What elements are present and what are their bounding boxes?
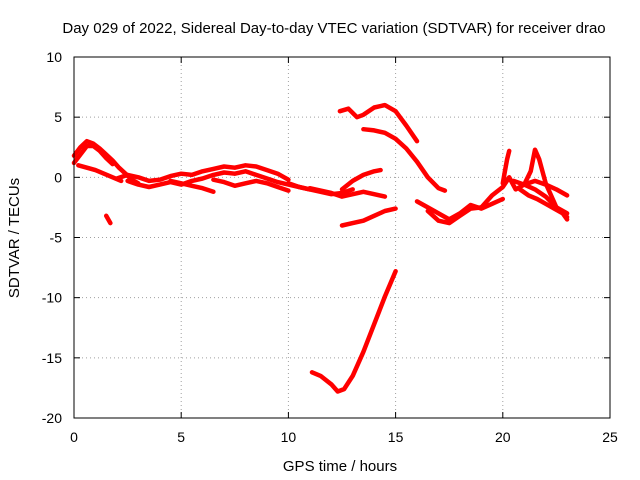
x-tick-label: 20 bbox=[495, 429, 511, 445]
series-arc-15 bbox=[309, 268, 398, 394]
series-arc-5 bbox=[114, 163, 291, 184]
y-tick-label: 0 bbox=[54, 169, 62, 185]
grid bbox=[74, 57, 610, 418]
x-tick-label: 5 bbox=[177, 429, 185, 445]
series-arc-14 bbox=[339, 206, 398, 228]
y-tick-label: 10 bbox=[46, 49, 62, 65]
x-tick-label: 25 bbox=[602, 429, 618, 445]
chart-title: Day 029 of 2022, Sidereal Day-to-day VTE… bbox=[62, 20, 605, 37]
series-arc-11 bbox=[339, 167, 383, 192]
y-tick-label: -15 bbox=[42, 350, 62, 366]
axes: 0 5 10 15 20 25 -20 -15 -10 -5 0 5 10 bbox=[42, 49, 618, 445]
x-tick-label: 10 bbox=[281, 429, 297, 445]
x-axis-title: GPS time / hours bbox=[283, 458, 397, 475]
series-arc-6 bbox=[125, 169, 313, 192]
series-arc-4 bbox=[103, 213, 113, 226]
series-layer bbox=[71, 102, 570, 394]
series-arc-3 bbox=[76, 163, 124, 184]
series-arc-13 bbox=[361, 126, 448, 193]
series-arc-17 bbox=[425, 205, 484, 226]
x-tick-label: 15 bbox=[388, 429, 404, 445]
series-arc-10 bbox=[307, 185, 388, 199]
y-tick-label: -10 bbox=[42, 290, 62, 306]
y-tick-label: -20 bbox=[42, 410, 62, 426]
plot-frame bbox=[73, 56, 611, 419]
series-arc-12 bbox=[337, 102, 420, 144]
x-tick-label: 0 bbox=[70, 429, 78, 445]
series-arc-7 bbox=[168, 178, 216, 195]
series-arc-8 bbox=[211, 177, 291, 193]
y-tick-label: 5 bbox=[54, 109, 62, 125]
series-arc-19 bbox=[500, 148, 512, 186]
y-tick-label: -5 bbox=[50, 230, 63, 246]
series-arc-18 bbox=[479, 175, 570, 210]
series-arc-2 bbox=[71, 143, 115, 167]
series-arc-22 bbox=[521, 182, 570, 216]
y-axis-title: SDTVAR / TECUs bbox=[6, 178, 23, 298]
